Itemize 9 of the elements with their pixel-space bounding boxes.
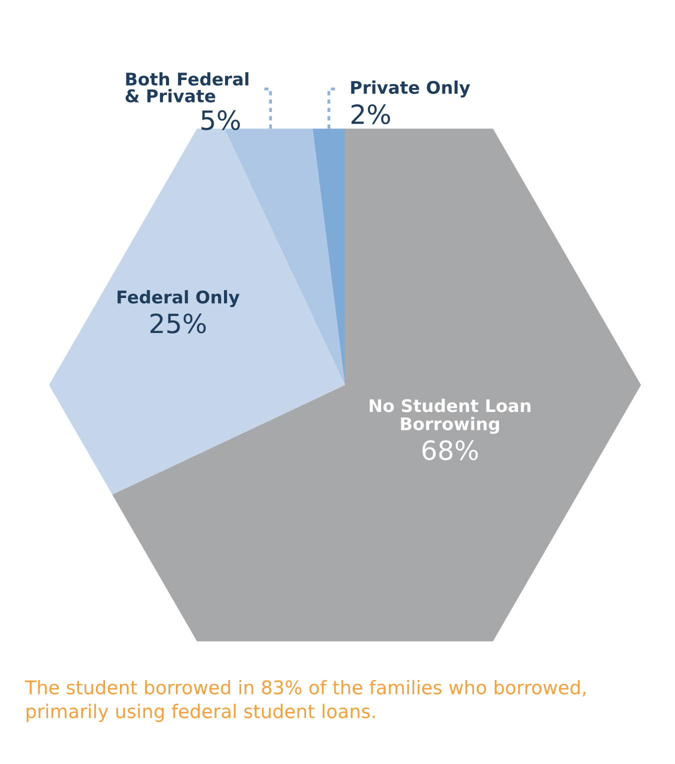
data-label: 5% [202, 110, 240, 130]
data-label: 68% [422, 440, 478, 460]
data-label: 2% [352, 104, 390, 124]
slice-label: No Student Loan Borrowing [370, 398, 530, 434]
slice-label: Private Only [351, 80, 470, 98]
slice-label: Both Federal & Private [126, 72, 248, 102]
data-label: 25% [150, 313, 206, 334]
text: The student borrowed in 83% of the families who borrowed, primarily using federal student loans. [24, 680, 586, 722]
slice-label: Federal Only [118, 290, 240, 308]
